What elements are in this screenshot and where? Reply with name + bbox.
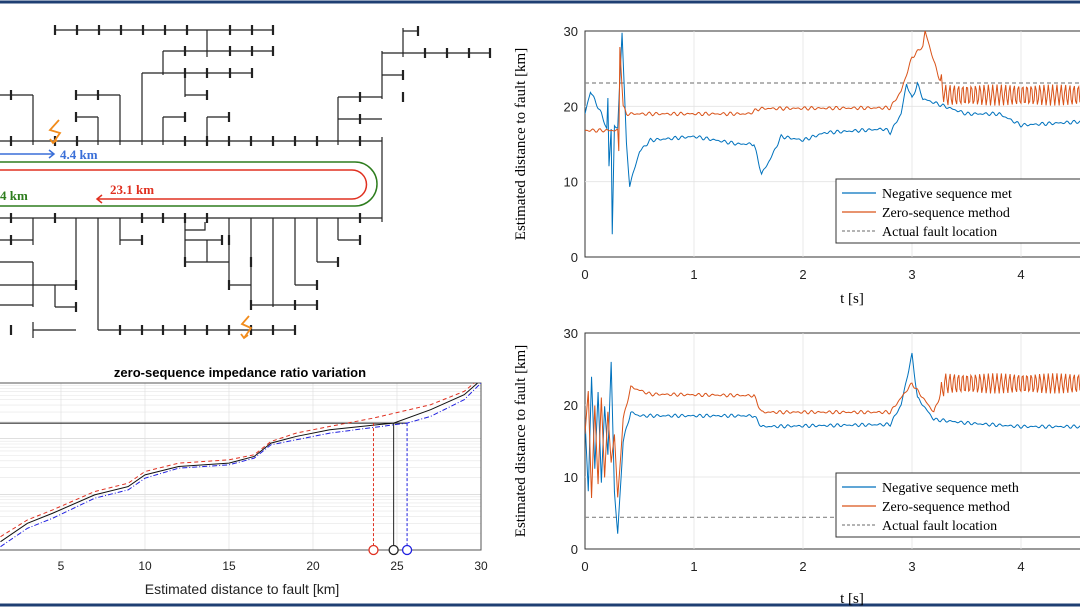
x-tick-label: 3 <box>908 267 915 282</box>
network-diagram <box>0 25 492 338</box>
time-chart-bottom: 0 1 2 3 4 0 10 20 30 t [s] Estimated distance to… <box>513 326 1080 607</box>
y-tick-label: 30 <box>564 24 578 39</box>
intersection-marker-black <box>388 544 399 556</box>
green-distance-label: 4 km <box>0 188 28 203</box>
legend-label: Actual fault location <box>882 225 997 240</box>
y-tick-label: 10 <box>564 470 578 485</box>
x-tick-label: 3 <box>908 559 915 574</box>
legend-label: Zero-sequence method <box>882 500 1010 515</box>
intersection-marker-blue <box>401 544 413 556</box>
y-tick-label: 0 <box>571 250 578 265</box>
y-tick-label: 0 <box>571 542 578 557</box>
x-tick-label: 15 <box>222 559 236 573</box>
x-tick-label: 1 <box>690 267 697 282</box>
x-tick-label: 0 <box>581 267 588 282</box>
x-tick-label: 10 <box>138 559 152 573</box>
series-line-negative-sequence <box>585 32 1080 235</box>
legend-label: Zero-sequence method <box>882 206 1010 221</box>
blue-path-arrow <box>0 149 56 159</box>
series-line-black-solid <box>0 383 478 543</box>
x-tick-label: 1 <box>690 559 697 574</box>
y-axis-label: Estimated distance to fault [km] <box>513 345 529 537</box>
x-tick-label: 5 <box>58 559 65 573</box>
fault-path-overlays <box>0 149 378 207</box>
red-path-loop <box>0 169 368 204</box>
y-tick-label: 20 <box>564 99 578 114</box>
series-line-blue-dashdot <box>0 383 481 548</box>
legend-label: Actual fault location <box>882 519 997 534</box>
series-line-zero-sequence <box>585 31 1080 152</box>
series-line-negative-sequence <box>585 352 1080 534</box>
impedance-chart: zero-sequence impedance ratio variation … <box>0 365 488 597</box>
blue-distance-label: 4.4 km <box>60 147 98 162</box>
x-tick-label: 4 <box>1017 559 1024 574</box>
fault-lightning-icon <box>48 119 62 145</box>
intersection-marker-red <box>368 544 379 556</box>
x-axis-label: t [s] <box>840 591 864 607</box>
green-path-loop <box>0 161 378 207</box>
x-tick-label: 2 <box>799 267 806 282</box>
y-tick-label: 20 <box>564 398 578 413</box>
chart-title: zero-sequence impedance ratio variation <box>114 365 366 380</box>
x-axis-label: t [s] <box>840 291 864 307</box>
x-tick-label: 0 <box>581 559 588 574</box>
x-tick-label: 2 <box>799 559 806 574</box>
legend-label: Negative sequence met <box>882 187 1012 202</box>
y-tick-label: 30 <box>564 326 578 341</box>
x-tick-label: 30 <box>474 559 488 573</box>
red-distance-label: 23.1 km <box>110 182 154 197</box>
series-line-red-dashed <box>0 383 475 538</box>
fault-lightning-icon <box>240 315 253 340</box>
legend-label: Negative sequence meth <box>882 481 1019 496</box>
x-tick-label: 25 <box>390 559 404 573</box>
legend <box>835 178 1080 244</box>
y-axis-label: Estimated distance to fault [km] <box>513 48 529 240</box>
x-tick-label: 4 <box>1017 267 1024 282</box>
time-chart-top: 0 1 2 3 4 0 10 20 30 t [s] Estimated distance to… <box>513 24 1080 307</box>
x-tick-label: 20 <box>306 559 320 573</box>
series-line-zero-sequence <box>585 373 1080 498</box>
y-tick-label: 10 <box>564 175 578 190</box>
legend <box>835 472 1080 538</box>
x-axis-label: Estimated distance to fault [km] <box>145 581 340 597</box>
